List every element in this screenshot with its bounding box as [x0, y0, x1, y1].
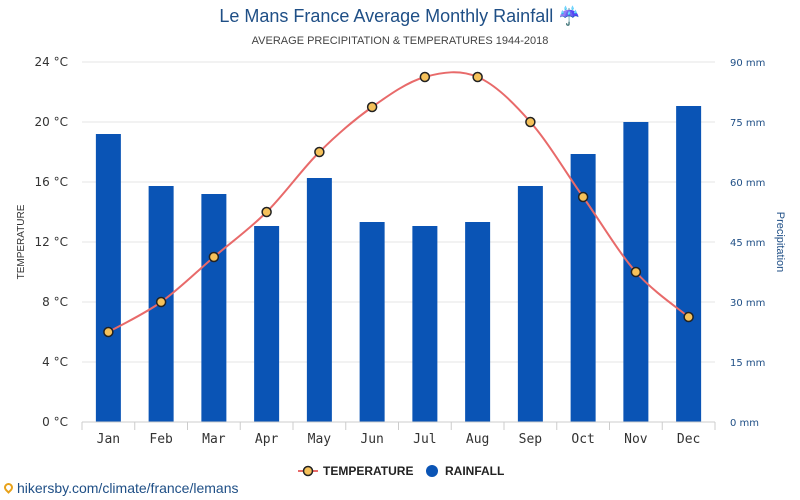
temperature-point: [155, 296, 167, 308]
x-tick-label: Sep: [519, 432, 543, 447]
x-tick-label: Nov: [624, 432, 648, 447]
y-right-tick-label: 75 mm: [730, 118, 765, 129]
y-right-tick-label: 0 mm: [730, 418, 759, 429]
x-tick-label: Aug: [466, 432, 489, 447]
umbrella-rain-icon: ☔: [558, 6, 581, 26]
x-tick-label: Mar: [202, 432, 226, 447]
location-pin-icon: [2, 480, 15, 494]
rainfall-bar: [306, 178, 332, 422]
chart-title: Le Mans France Average Monthly Rainfall: [219, 6, 554, 26]
legend-temperature-label: TEMPERATURE: [323, 464, 413, 478]
y-right-tick-label: 90 mm: [730, 58, 765, 69]
temperature-point: [683, 311, 694, 323]
y-left-tick-label: 12 °C: [35, 235, 68, 249]
legend-rainfall-label: RAINFALL: [445, 464, 504, 478]
chart-subtitle: AVERAGE PRECIPITATION & TEMPERATURES 194…: [251, 35, 549, 47]
x-tick-label: Jun: [360, 432, 383, 447]
x-tick-label: May: [308, 432, 332, 447]
temperature-point: [366, 101, 378, 113]
rainfall-bar: [201, 194, 227, 422]
rainfall-bar: [517, 186, 543, 422]
y-right-axis-title: Precipitation: [774, 212, 786, 273]
source-link[interactable]: hikersby.com/climate/france/lemans: [17, 480, 239, 496]
legend-rainfall-marker: [426, 465, 438, 477]
temperature-point: [419, 71, 431, 83]
y-left-axis-title: TEMPERATURE: [16, 204, 27, 279]
y-right-tick-label: 45 mm: [730, 238, 765, 249]
x-tick-label: Oct: [571, 432, 594, 447]
temperature-point: [630, 266, 642, 278]
x-tick-label: Feb: [149, 432, 173, 447]
x-tick-label: Dec: [677, 432, 700, 447]
rainfall-bar: [465, 222, 491, 422]
y-left-tick-label: 8 °C: [42, 295, 68, 309]
temperature-line: [107, 71, 690, 333]
temperature-point: [472, 71, 483, 83]
source-link-wrap[interactable]: hikersby.com/climate/france/lemans: [2, 480, 239, 496]
x-tick-label: Apr: [255, 432, 279, 447]
y-left-tick-label: 0 °C: [42, 415, 68, 429]
x-tick-label: Jul: [413, 432, 436, 447]
temperature-point: [314, 146, 325, 158]
rainfall-bar: [676, 106, 702, 422]
y-right-tick-label: 15 mm: [730, 358, 765, 369]
temperature-point: [103, 326, 114, 338]
rainfall-bar: [95, 134, 121, 422]
temperature-point: [577, 191, 589, 203]
y-right-tick-label: 60 mm: [730, 178, 765, 189]
rainfall-bar: [254, 226, 280, 422]
temperature-point: [261, 206, 272, 218]
temperature-point: [525, 116, 536, 128]
rainfall-bar: [359, 222, 385, 422]
legend-temperature-marker: [302, 465, 314, 477]
temperature-point: [208, 251, 220, 263]
rainfall-bar: [412, 226, 438, 422]
y-left-tick-label: 24 °C: [35, 55, 68, 69]
chart-title-wrap: Le Mans France Average Monthly Rainfall …: [0, 6, 800, 27]
y-left-tick-label: 20 °C: [35, 115, 68, 129]
y-left-tick-label: 4 °C: [42, 355, 68, 369]
y-right-tick-label: 30 mm: [730, 298, 765, 309]
x-tick-label: Jan: [97, 432, 120, 447]
y-left-tick-label: 16 °C: [35, 175, 68, 189]
